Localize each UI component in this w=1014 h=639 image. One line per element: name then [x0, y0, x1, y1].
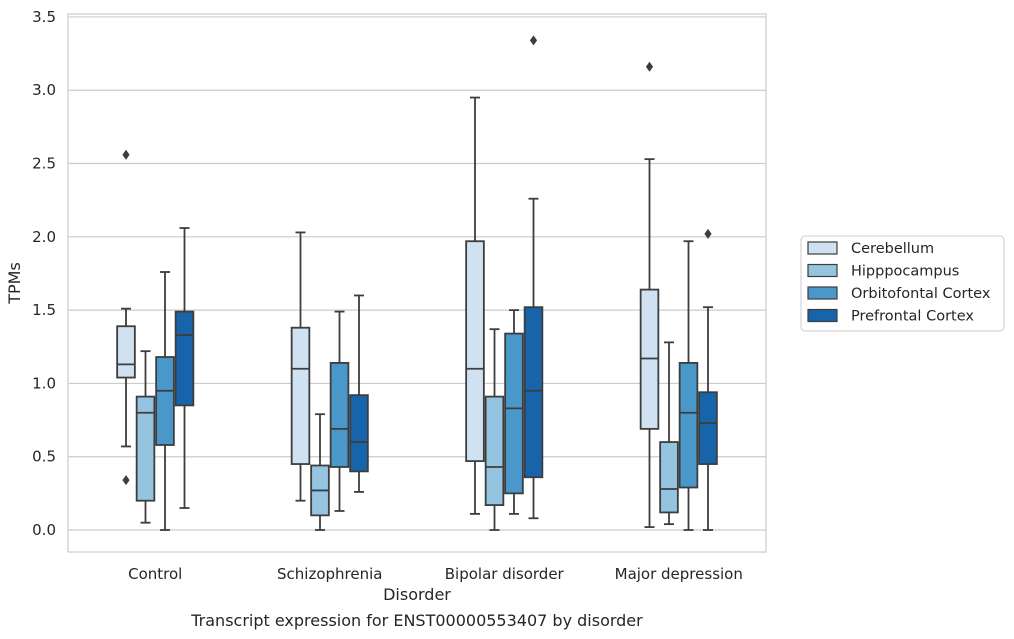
y-tick-label: 0.0: [32, 521, 56, 539]
x-tick-label: Schizophrenia: [277, 565, 382, 583]
legend-label: Cerebellum: [851, 241, 934, 257]
x-axis-label: Disorder: [383, 585, 451, 604]
box-0-1: [135, 350, 156, 524]
box-body: [659, 441, 679, 514]
box-0-3: [174, 227, 195, 509]
box-0-2: [155, 271, 175, 531]
box-1-2: [329, 310, 350, 512]
box-3-3: [698, 228, 718, 531]
box-body: [329, 361, 350, 468]
box-1-3: [349, 294, 369, 493]
box-3-1: [659, 341, 679, 526]
box-2-1: [484, 328, 505, 531]
box-body: [678, 361, 699, 489]
box-3-2: [678, 240, 699, 531]
box-body: [349, 394, 369, 473]
box-3-0: [639, 61, 660, 528]
legend-swatch: [807, 241, 838, 255]
x-tick-label: Major depression: [615, 565, 743, 583]
y-tick-label: 1.5: [32, 301, 56, 319]
y-tick-label: 3.0: [32, 81, 56, 99]
y-tick-label: 2.0: [32, 228, 56, 246]
box-1-1: [310, 413, 330, 531]
outlier-point: [645, 61, 654, 72]
y-tick-label: 0.5: [32, 448, 56, 466]
outlier-point: [704, 228, 712, 239]
box-0-0: [116, 149, 136, 486]
legend: Cerebellum Hipppocampus Orbitofontal Corte…: [800, 235, 1005, 332]
box-body: [116, 325, 136, 379]
outlier-point: [122, 149, 130, 160]
y-axis-label: TPMs: [5, 262, 24, 305]
box-2-2: [504, 309, 524, 515]
outlier-point: [529, 35, 538, 46]
legend-frame: [800, 235, 1005, 332]
legend-swatch: [807, 286, 838, 300]
box-body: [504, 332, 524, 495]
box-body: [698, 391, 718, 465]
box-2-0: [465, 96, 485, 515]
x-tick-label: Bipolar disorder: [445, 565, 565, 583]
box-body: [135, 395, 156, 502]
box-1-0: [290, 231, 311, 502]
plot-frame: [67, 13, 767, 553]
outlier-point: [122, 475, 130, 486]
box-body: [155, 356, 175, 446]
x-tick-labels: Control Schizophrenia Bipolar disorder Majo…: [128, 565, 743, 583]
box-2-3: [523, 35, 544, 520]
y-tick-label: 3.5: [32, 8, 56, 26]
box-body: [484, 395, 505, 506]
y-tick-label: 1.0: [32, 374, 56, 392]
x-tick-label: Control: [128, 565, 182, 583]
box-body: [523, 306, 544, 479]
legend-label: Orbitofontal Cortex: [851, 286, 991, 302]
chart-caption: Transcript expression for ENST0000055340…: [190, 611, 643, 630]
box-body: [465, 240, 485, 463]
box-body: [290, 326, 311, 465]
legend-swatch: [807, 308, 838, 323]
legend-label: Prefrontal Cortex: [851, 309, 974, 325]
y-tick-label: 2.5: [32, 155, 56, 173]
boxes: [116, 35, 718, 531]
legend-label: Hipppocampus: [851, 264, 959, 280]
y-tick-labels: 0.0 0.5 1.0 1.5 2.0 2.5 3.0 3.5: [32, 8, 56, 539]
box-body: [174, 310, 195, 407]
legend-swatch: [807, 263, 838, 278]
